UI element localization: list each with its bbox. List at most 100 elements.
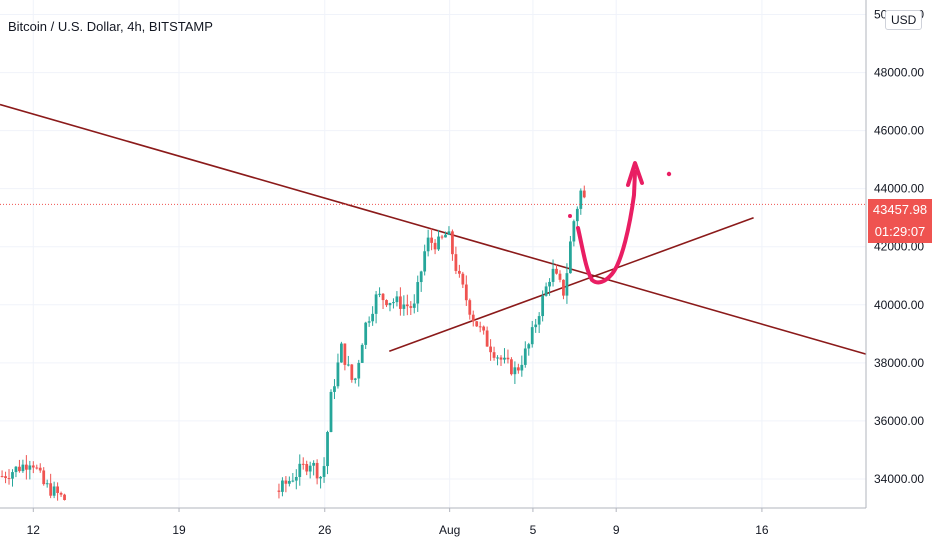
candle-body	[395, 296, 399, 303]
candle-body	[346, 364, 350, 366]
trendline-2[interactable]	[389, 216, 754, 352]
candle-body	[312, 462, 316, 466]
candle-body	[464, 284, 468, 301]
candle-body	[350, 364, 354, 380]
trendline-1[interactable]	[0, 103, 867, 355]
candle-body	[277, 490, 281, 492]
candle-body	[398, 296, 402, 309]
candle-body	[24, 464, 28, 470]
candle-body	[582, 190, 586, 198]
projection-arrow[interactable]	[576, 170, 637, 285]
candle-body	[385, 300, 388, 306]
candle-body	[430, 237, 433, 243]
time-axis-ticks[interactable]: 12 19 26 Aug 5 9 16	[27, 508, 769, 537]
candle-body	[28, 465, 32, 470]
candle-body	[475, 321, 479, 327]
candle-body	[63, 494, 66, 501]
candle-body	[471, 314, 475, 322]
candle-body	[378, 293, 381, 295]
candle-body	[284, 480, 288, 484]
candle-body	[305, 464, 309, 472]
candle-body	[440, 236, 444, 238]
candle-body	[506, 357, 510, 360]
candle-body	[367, 321, 371, 323]
bar-countdown: 01:29:07	[874, 224, 926, 239]
candle-body	[569, 241, 572, 274]
candle-body	[523, 348, 527, 365]
candle-body	[59, 492, 63, 495]
time-tick-label: 12	[27, 523, 41, 537]
candle-body	[412, 303, 416, 308]
candle-body	[357, 362, 361, 379]
candle-body	[510, 359, 513, 375]
candle-body	[360, 344, 364, 363]
time-axis-background	[0, 508, 932, 550]
candle-body	[520, 364, 524, 371]
candle-body	[322, 466, 326, 477]
price-tick-label: 36000.00	[874, 414, 924, 428]
candle-body	[537, 316, 541, 325]
candle-body	[444, 234, 447, 238]
candle-body	[336, 362, 340, 387]
candle-body	[333, 386, 336, 392]
candle-body	[423, 251, 427, 272]
candle-body	[319, 476, 322, 479]
trendlines[interactable]	[0, 103, 867, 355]
candle-body	[308, 465, 312, 472]
grid-lines	[0, 0, 866, 508]
candle-body	[492, 352, 496, 358]
candle-body	[489, 346, 492, 353]
projection-drawing[interactable]	[568, 161, 672, 285]
candle-body	[530, 327, 534, 345]
last-price-value: 43457.98	[872, 202, 928, 217]
last-price-tag: 43457.98 01:29:07	[868, 199, 932, 243]
time-tick-label: 16	[755, 523, 769, 537]
candle-body	[454, 254, 458, 271]
candle-body	[433, 242, 437, 250]
candle-body	[541, 295, 545, 317]
price-tick-label: 42000.00	[874, 240, 924, 254]
candle-body	[381, 293, 385, 301]
candle-body	[485, 330, 489, 347]
price-axis-ticks[interactable]: 34000.00 36000.00 38000.00 40000.00 42000.00…	[874, 8, 924, 486]
candle-body	[287, 480, 291, 484]
candle-body	[416, 282, 420, 304]
candle-body	[419, 271, 423, 283]
candle-body	[461, 273, 465, 285]
candle-body	[45, 483, 49, 485]
candle-body	[329, 391, 333, 433]
price-tick-label: 44000.00	[874, 182, 924, 196]
candle-body	[572, 221, 576, 242]
candle-body	[402, 304, 406, 309]
candle-body	[426, 237, 430, 252]
candle-body	[326, 432, 329, 467]
candle-body	[11, 472, 14, 479]
time-tick-label: Aug	[439, 523, 460, 537]
candle-body	[575, 208, 579, 222]
candle-body	[371, 313, 375, 322]
chart-title: Bitcoin / U.S. Dollar, 4h, BITSTAMP	[8, 19, 213, 34]
candle-body	[18, 466, 21, 472]
drawing-dot	[568, 214, 572, 218]
candle-body	[551, 268, 555, 282]
candle-body	[21, 464, 25, 472]
candle-body	[7, 478, 11, 480]
candle-body	[555, 268, 558, 274]
currency-button[interactable]: USD	[885, 10, 923, 30]
candle-body	[482, 326, 486, 331]
price-tick-label: 34000.00	[874, 472, 924, 486]
price-tick-label: 40000.00	[874, 298, 924, 312]
candle-body	[388, 303, 392, 306]
price-axis-background	[866, 0, 932, 550]
projection-arrow-head[interactable]	[626, 161, 644, 187]
price-tick-label: 48000.00	[874, 66, 924, 80]
candle-body	[364, 322, 368, 345]
candle-body	[353, 378, 357, 380]
candle-body	[558, 273, 562, 280]
candle-body	[516, 367, 520, 371]
candle-body	[478, 326, 482, 328]
candle-body	[281, 480, 284, 492]
candle-body	[340, 343, 343, 363]
